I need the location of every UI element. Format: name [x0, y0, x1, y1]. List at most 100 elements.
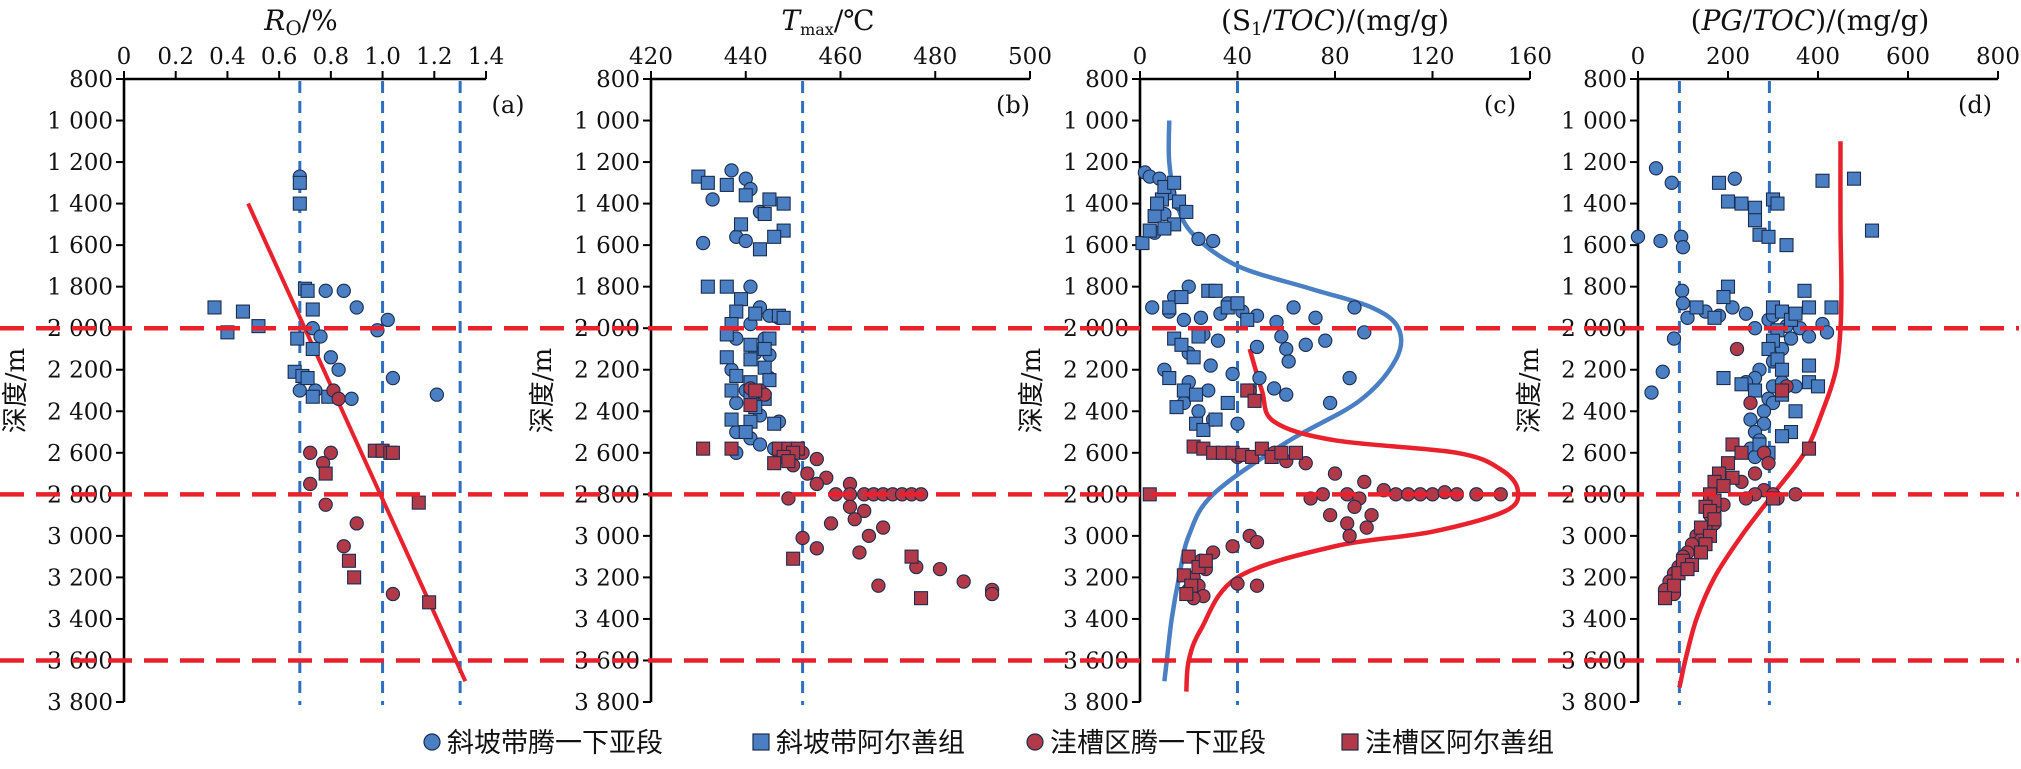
legend-square-marker: [752, 733, 770, 751]
data-point: [1779, 238, 1794, 253]
y-tick-label: 2 400: [1063, 399, 1129, 425]
data-point: [1249, 578, 1265, 593]
data-point: [1761, 456, 1776, 471]
panel-tag: (c): [1484, 91, 1516, 119]
data-point: [729, 304, 744, 319]
data-point: [1174, 337, 1189, 352]
data-point: [1711, 175, 1727, 190]
data-point: [1279, 387, 1294, 402]
y-tick-label: 1 000: [1561, 109, 1627, 135]
data-point: [757, 206, 772, 222]
data-point: [767, 416, 782, 431]
data-point: [1203, 358, 1218, 373]
y-tick-label: 3 200: [1561, 565, 1627, 591]
x-tick-label: 400: [1796, 44, 1840, 70]
data-point: [1340, 516, 1355, 531]
data-point: [738, 233, 753, 249]
panel-a: 0 0.2 0.4 0.6 0.8 1.0 1.2 1.4 800 1 000 1 200 1 400…: [1, 4, 525, 716]
data-point: [1176, 383, 1191, 398]
data-point: [767, 229, 782, 244]
data-point: [1308, 310, 1323, 325]
series-square-blue: [207, 175, 336, 404]
x-axis-title: (S1/TOC)/(mg/g): [1221, 4, 1449, 40]
data-point: [1181, 549, 1196, 564]
data-point: [1198, 553, 1213, 568]
x-tick-label: 480: [913, 44, 957, 70]
data-point: [1142, 223, 1157, 238]
data-point: [1788, 306, 1803, 321]
data-point: [1824, 300, 1839, 315]
data-point: [752, 437, 768, 452]
legend-circle-marker: [423, 733, 441, 751]
x-tick-label: 1.2: [416, 44, 453, 70]
data-point: [1220, 395, 1235, 411]
data-point: [748, 306, 763, 321]
data-point: [1727, 171, 1742, 186]
data-point: [305, 341, 320, 357]
x-tick-label: 800: [1976, 44, 2020, 70]
y-tick-label: 3 000: [1063, 524, 1129, 550]
legend-item: 洼槽区腾一下亚段: [1026, 728, 1266, 759]
data-point: [1364, 507, 1379, 523]
data-point: [1664, 175, 1679, 190]
data-point: [743, 279, 758, 294]
data-point: [1281, 354, 1296, 369]
data-point: [757, 341, 772, 357]
data-point: [1150, 196, 1165, 211]
data-point: [1716, 370, 1731, 386]
legend-label: 斜坡带阿尔善组: [776, 728, 965, 759]
data-point: [861, 528, 877, 544]
x-tick-label: 500: [1008, 44, 1052, 70]
data-point: [1225, 539, 1240, 554]
x-tick-label: 460: [819, 44, 863, 70]
y-tick-label: 3 400: [1063, 607, 1129, 633]
data-point: [318, 466, 333, 481]
legend-label: 洼槽区阿尔善组: [1365, 728, 1554, 759]
data-point: [700, 279, 715, 294]
y-tick-label: 1 800: [47, 275, 113, 301]
data-point: [724, 441, 739, 456]
y-tick-label: 3 200: [47, 565, 113, 591]
series-circle-red: [303, 383, 401, 602]
data-point: [1761, 341, 1776, 357]
legend-circle-marker: [1026, 733, 1044, 751]
y-tick-label: 800: [1583, 67, 1627, 93]
data-point: [347, 570, 362, 585]
y-tick-label: 3 000: [1561, 524, 1627, 550]
y-tick-label: 3 400: [1561, 607, 1627, 633]
data-point: [719, 279, 734, 294]
data-point: [1288, 445, 1304, 460]
data-point: [984, 586, 1000, 602]
data-point: [1655, 364, 1670, 379]
data-point: [1756, 416, 1772, 431]
y-tick-label: 1 600: [574, 233, 640, 259]
data-point: [767, 456, 782, 471]
y-tick-label: 2 200: [1063, 358, 1129, 384]
series-square-blue: [1689, 171, 1880, 460]
data-point: [303, 476, 318, 492]
y-tick-label: 1 400: [1561, 192, 1627, 218]
data-point: [1249, 339, 1265, 355]
data-point: [1720, 194, 1736, 209]
data-point: [738, 188, 753, 203]
data-point: [380, 312, 395, 328]
data-point: [1801, 441, 1817, 456]
series-circle-blue: [292, 169, 445, 406]
legend-item: 斜坡带腾一下亚段: [423, 728, 663, 759]
series-square-red: [696, 383, 929, 606]
x-tick-label: 0: [1133, 44, 1148, 70]
y-axis-label: 深度/m: [1017, 348, 1047, 433]
data-point: [305, 389, 320, 404]
data-point: [871, 578, 886, 593]
y-tick-label: 1 400: [47, 192, 113, 218]
data-point: [729, 368, 744, 384]
data-point: [1322, 507, 1338, 523]
data-point: [1157, 221, 1172, 236]
data-point: [956, 574, 971, 589]
data-point: [695, 235, 711, 251]
data-point: [1274, 445, 1289, 460]
data-point: [913, 591, 929, 606]
legend-item: 洼槽区阿尔善组: [1341, 728, 1554, 759]
data-point: [1743, 412, 1758, 427]
